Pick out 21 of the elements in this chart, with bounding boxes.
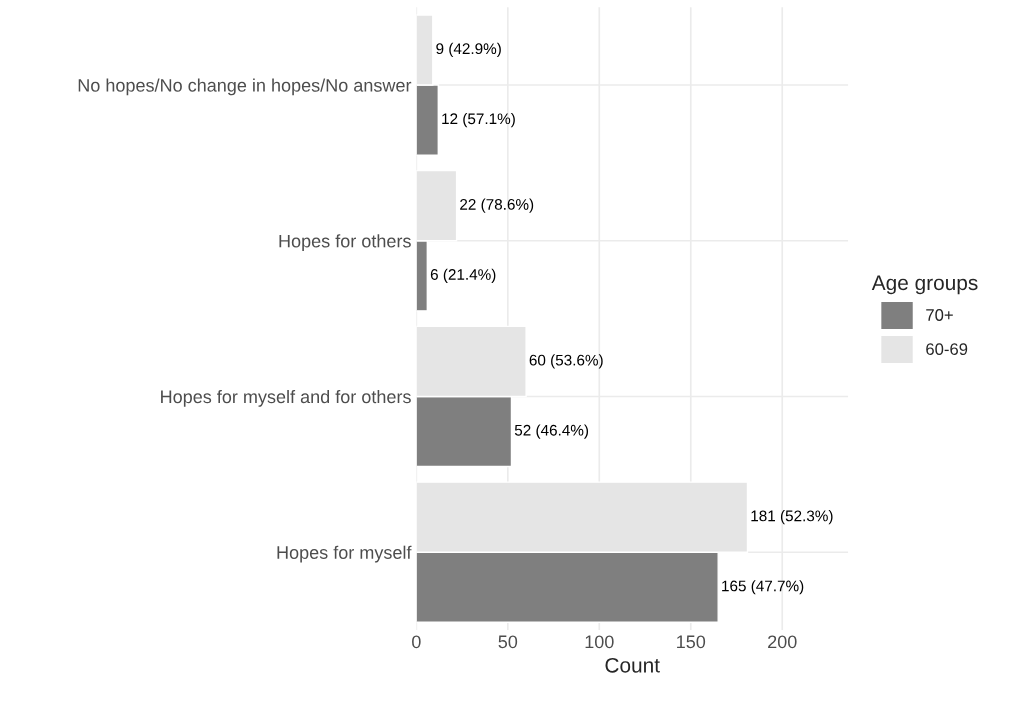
data-label: 52 (46.4%): [514, 424, 589, 439]
data-label: 9 (42.9%): [436, 42, 501, 58]
y-tick-label: Hopes for myself: [277, 545, 412, 563]
x-axis-title: Count: [605, 657, 660, 673]
data-label: 22 (78.6%): [460, 198, 534, 213]
x-tick-label: 200: [768, 635, 797, 649]
legend-label: 60-69: [926, 343, 968, 355]
data-label: 12 (57.1%): [442, 112, 515, 128]
data-label: 165 (47.7%): [722, 580, 804, 595]
x-tick-label: 150: [677, 635, 706, 649]
y-tick-label: Hopes for others: [279, 234, 411, 252]
x-tick-label: 100: [585, 635, 614, 649]
y-tick-label: No hopes/No change in hopes/No answer: [78, 78, 412, 96]
legend-label: 70+: [926, 309, 953, 321]
x-tick-label: 50: [498, 635, 518, 649]
x-tick-label: 0: [412, 635, 421, 649]
data-label: 6 (21.4%): [430, 268, 496, 283]
y-tick-label: Hopes for myself and for others: [161, 389, 411, 407]
data-label: 181 (52.3%): [751, 510, 833, 525]
data-label: 60 (53.6%): [529, 354, 603, 369]
legend-title: Age groups: [871, 275, 978, 295]
